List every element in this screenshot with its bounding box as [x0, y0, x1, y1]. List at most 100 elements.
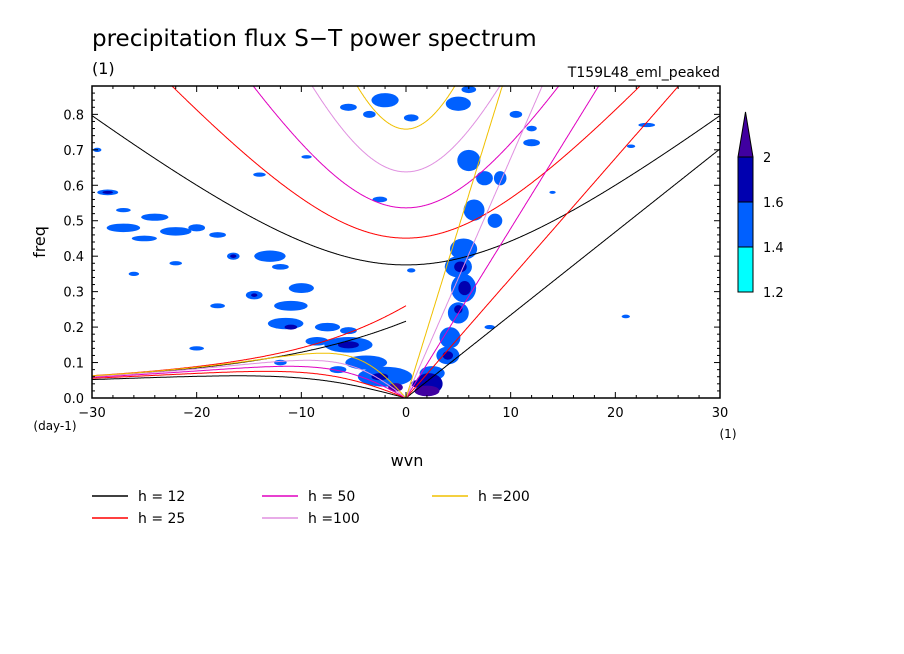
contour-region [523, 139, 540, 147]
kelvin-wave-curve [405, 86, 543, 398]
contour-region [337, 341, 359, 349]
contour-region [449, 238, 478, 260]
contour-region [549, 190, 556, 194]
x-tick-label: −10 [288, 406, 315, 421]
plot-frame [91, 85, 721, 399]
legend-label: h = 25 [138, 511, 185, 527]
contour-region [526, 125, 537, 132]
contour-region [371, 373, 389, 381]
contour-region [484, 324, 495, 330]
contour-region [188, 224, 206, 232]
contour-region [463, 199, 485, 221]
contour-region [403, 114, 419, 122]
kelvin-wave-curve [405, 148, 720, 398]
inertia-gravity-curve [171, 86, 641, 239]
contour-region [305, 337, 329, 346]
contour-region [340, 103, 357, 111]
contour-region [476, 171, 493, 186]
inertia-gravity-curve [311, 86, 501, 173]
contour-region [509, 110, 523, 118]
contour-region [621, 314, 630, 319]
contour-region [189, 346, 204, 351]
contour-region [407, 268, 416, 273]
x-tick-label: 10 [502, 406, 519, 421]
contour-region [487, 213, 503, 228]
contour-region [454, 305, 463, 314]
contour-region [230, 254, 237, 258]
y-tick-label: 0.2 [63, 321, 84, 336]
contour-fill-layer [93, 86, 656, 397]
contour-region [209, 232, 226, 238]
legend: h = 12 h = 25 h = 50 h =100 h =200 [92, 489, 530, 527]
rossby-wave-curve [92, 352, 406, 398]
y-tick-label: 0.5 [63, 215, 84, 230]
contour-region [461, 86, 477, 94]
contour-region [253, 172, 266, 177]
y-tick-label: 0.1 [63, 357, 84, 372]
contour-region [160, 227, 192, 236]
legend-label: h = 12 [138, 489, 185, 505]
x-tick-label: −30 [78, 406, 105, 421]
contour-region [254, 250, 286, 262]
contour-region [284, 324, 298, 330]
units-label: (1) [92, 59, 115, 78]
axis-ticks: −30 −20 −10 0 10 20 30 0.0 0.1 0.2 0.3 0.4 0.5 0.6 0.7… [63, 85, 728, 421]
kelvin-wave-curve [405, 86, 503, 398]
dispersion-curves [92, 86, 720, 398]
contour-region [274, 300, 308, 311]
inertia-gravity-curve [356, 86, 456, 130]
contour-region [288, 283, 314, 294]
contour-region [169, 261, 183, 266]
contour-region [106, 223, 141, 233]
contour-region [251, 293, 258, 297]
inertia-gravity-curve [252, 86, 560, 209]
contour-region [371, 93, 399, 108]
contour-region [363, 110, 376, 118]
contour-region [272, 263, 289, 270]
x-units-label: (1) [720, 427, 737, 441]
legend-label: h =200 [478, 489, 530, 505]
colorbar-label: 2 [763, 151, 771, 166]
x-axis-label: wvn [391, 451, 424, 470]
x-tick-label: −20 [183, 406, 210, 421]
colorbar-label: 1.6 [763, 196, 784, 211]
contour-region [128, 271, 140, 277]
contour-region [454, 261, 467, 273]
legend-label: h =100 [308, 511, 360, 527]
contour-region [372, 196, 388, 203]
contour-region [131, 235, 157, 242]
contour-region [340, 327, 357, 335]
colorbar-segment [737, 201, 754, 248]
y-units-label: (day-1) [33, 419, 76, 433]
y-axis-label: freq [30, 226, 49, 258]
y-tick-label: 0.7 [63, 144, 84, 159]
contour-region [301, 155, 312, 159]
kelvin-wave-curve [405, 86, 680, 398]
y-tick-label: 0.8 [63, 108, 84, 123]
y-tick-label: 0.3 [63, 286, 84, 301]
y-tick-label: 0.6 [63, 179, 84, 194]
contour-region [638, 122, 656, 128]
colorbar-segment [737, 246, 754, 293]
contour-region [314, 322, 341, 332]
contour-region [626, 144, 636, 149]
contour-region [458, 281, 471, 296]
rossby-wave-curve [92, 375, 406, 398]
y-tick-label: 0.4 [63, 250, 84, 265]
chart-title: precipitation flux S−T power spectrum [92, 26, 537, 52]
colorbar-extend-arrow [737, 111, 754, 158]
run-label: T159L48_eml_peaked [567, 65, 720, 81]
contour-region [414, 385, 440, 397]
contour-region [210, 303, 225, 309]
rossby-wave-curve [92, 359, 406, 398]
rossby-wave-curve [92, 365, 406, 398]
x-tick-label: 20 [607, 406, 624, 421]
x-tick-label: 0 [402, 406, 410, 421]
colorbar-segment [737, 156, 754, 203]
colorbar-label: 1.2 [763, 286, 784, 301]
contour-region [442, 351, 454, 360]
contour-region [445, 96, 471, 111]
contour-region [102, 190, 113, 194]
contour-region [439, 327, 461, 349]
